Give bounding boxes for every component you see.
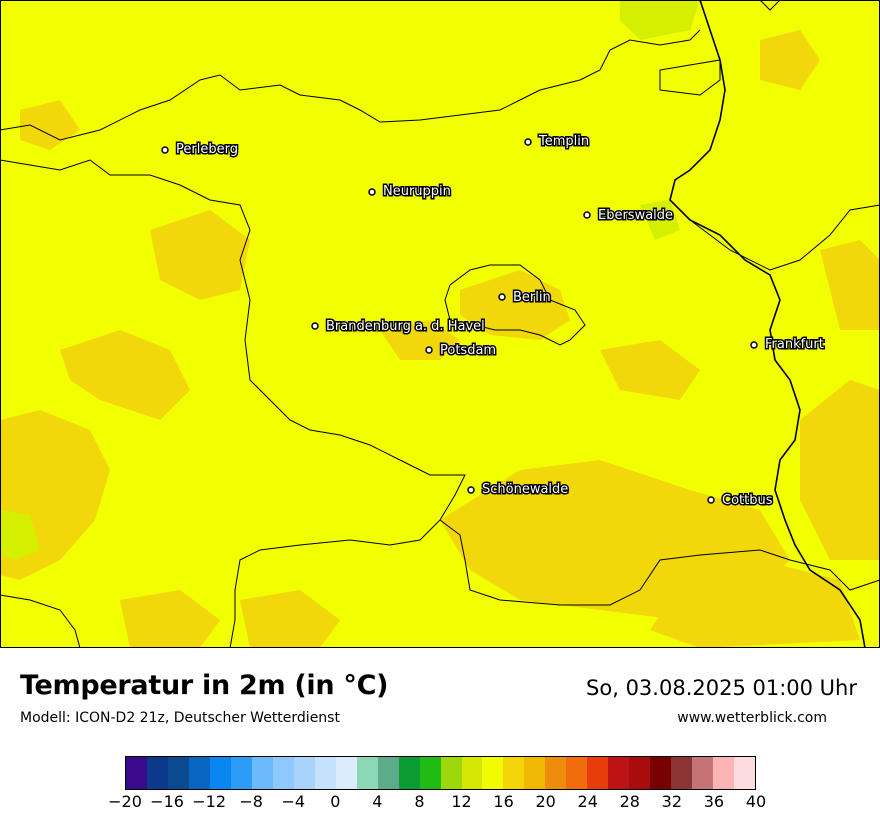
legend-swatch (482, 757, 504, 789)
legend-swatch (524, 757, 546, 789)
city-cottbus: Cottbus (707, 492, 774, 510)
legend-swatch (503, 757, 525, 789)
legend-tick-label: 12 (451, 792, 472, 811)
city-dot-icon (311, 322, 319, 330)
national-border (669, 0, 866, 648)
city-dot-icon (750, 341, 758, 349)
city-dot-icon (498, 293, 506, 301)
legend-tick-label: 24 (577, 792, 598, 811)
state-borders (0, 29, 880, 648)
city-label: Schönewalde (482, 482, 568, 497)
city-dot-icon (425, 346, 433, 354)
city-dot-icon (707, 496, 715, 504)
city-dot-icon (161, 146, 169, 154)
city-label: Berlin (513, 290, 551, 305)
city-templin: Templin (524, 133, 591, 151)
legend-swatch (335, 757, 357, 789)
legend-tick-label: 4 (372, 792, 383, 811)
forecast-datetime: So, 03.08.2025 01:00 Uhr (586, 676, 857, 700)
model-info: Modell: ICON-D2 21z, Deutscher Wetterdie… (20, 710, 340, 726)
legend-swatch (188, 757, 210, 789)
city-dot-icon (467, 486, 475, 494)
legend-tick-label: 20 (535, 792, 556, 811)
map-title: Temperatur in 2m (in °C) (20, 670, 389, 701)
legend-swatch (440, 757, 462, 789)
legend-ticks: −20 −16 −12 −8 −4 0 4 8 12 16 20 24 28 32 36 40 (108, 792, 766, 822)
city-markers: Perleberg Neuruppin Templin Eberswalde B… (161, 133, 825, 510)
legend-swatch (272, 757, 294, 789)
legend-swatch (293, 757, 315, 789)
city-brandenburg: Brandenburg a. d. Havel (311, 318, 486, 336)
legend-tick-label: 16 (493, 792, 514, 811)
legend-swatch (230, 757, 252, 789)
city-berlin: Berlin (498, 289, 552, 307)
map-canvas: Perleberg Neuruppin Templin Eberswalde B… (0, 0, 880, 648)
legend-swatch (419, 757, 441, 789)
city-perleberg: Perleberg (161, 141, 239, 159)
legend-swatch (146, 757, 168, 789)
city-label: Potsdam (440, 343, 496, 358)
city-label: Neuruppin (383, 184, 451, 199)
legend-swatch (608, 757, 630, 789)
city-eberswalde: Eberswalde (583, 207, 675, 225)
legend-tick-label: −16 (150, 792, 184, 811)
legend-tick-label: 36 (703, 792, 725, 811)
legend-tick-label: 8 (414, 792, 425, 811)
legend-swatch (398, 757, 420, 789)
legend-swatch (126, 757, 147, 789)
legend-swatch (251, 757, 273, 789)
website-link[interactable]: www.wetterblick.com (677, 710, 827, 726)
legend-swatch (545, 757, 567, 789)
temperature-map: Perleberg Neuruppin Templin Eberswalde B… (0, 0, 880, 648)
legend-swatch (377, 757, 399, 789)
legend-tick-label: 40 (745, 792, 767, 811)
legend-swatch (356, 757, 378, 789)
legend-swatch (314, 757, 336, 789)
legend-swatch (671, 757, 693, 789)
city-neuruppin: Neuruppin (368, 183, 452, 201)
city-dot-icon (583, 211, 591, 219)
legend-swatch (209, 757, 231, 789)
city-label: Templin (538, 134, 589, 149)
legend-swatch (461, 757, 483, 789)
city-frankfurt: Frankfurt (750, 336, 825, 354)
legend-swatch (566, 757, 588, 789)
legend-swatch (629, 757, 651, 789)
color-legend (125, 756, 756, 790)
legend-tick-label: −20 (108, 792, 142, 811)
legend-swatch (587, 757, 609, 789)
warm-areas (0, 30, 880, 648)
map-footer: Temperatur in 2m (in °C) Modell: ICON-D2… (0, 648, 880, 830)
city-schoenewalde: Schönewalde (467, 481, 570, 499)
legend-tick-label: 28 (619, 792, 640, 811)
neighbor-border (689, 0, 880, 271)
city-label: Perleberg (176, 142, 238, 157)
legend-swatch (713, 757, 735, 789)
city-label: Brandenburg a. d. Havel (326, 319, 485, 334)
legend-tick-label: −12 (192, 792, 227, 811)
city-label: Frankfurt (765, 337, 824, 352)
city-potsdam: Potsdam (425, 342, 498, 360)
legend-tick-label: −8 (239, 792, 263, 811)
city-label: Eberswalde (598, 208, 673, 223)
legend-swatch (692, 757, 714, 789)
city-dot-icon (368, 188, 376, 196)
city-label: Cottbus (722, 493, 773, 508)
cool-areas (0, 0, 700, 560)
legend-tick-label: 32 (661, 792, 683, 811)
legend-tick-label: 0 (330, 792, 341, 811)
legend-tick-label: −4 (281, 792, 306, 811)
legend-swatch (734, 757, 756, 789)
city-dot-icon (524, 138, 532, 146)
legend-swatch (650, 757, 672, 789)
legend-swatch (167, 757, 189, 789)
